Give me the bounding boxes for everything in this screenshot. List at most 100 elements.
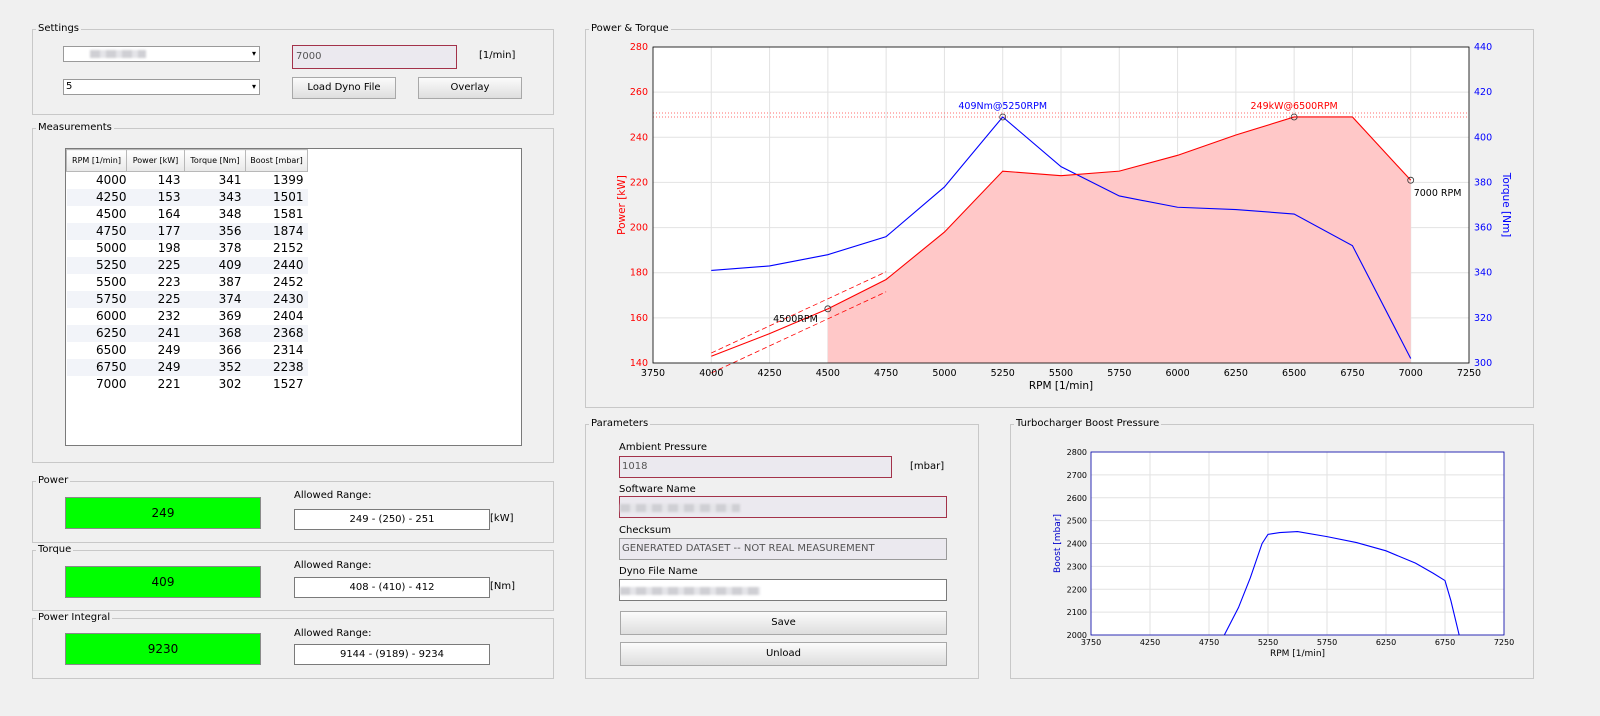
- y2-tick-label: 400: [1474, 132, 1492, 143]
- mode-combo[interactable]: 5 ▾: [63, 79, 260, 95]
- annotation-label: 4500RPM: [773, 314, 818, 325]
- cell-rpm: 6750: [66, 358, 127, 376]
- power-torque-title: Power & Torque: [589, 22, 671, 36]
- overlay-button[interactable]: Overlay: [418, 77, 522, 99]
- cell-boost: 2314: [245, 341, 308, 359]
- y-tick-label: 240: [630, 132, 648, 143]
- save-button[interactable]: Save: [620, 611, 947, 635]
- x-axis-label: RPM [1/min]: [1270, 649, 1325, 659]
- cell-power: 249: [126, 341, 185, 359]
- y-axis-label: Power [kW]: [616, 175, 628, 235]
- table-row[interactable]: 6750 249 352 2238: [66, 358, 308, 376]
- cell-boost: 1527: [245, 375, 308, 393]
- table-row[interactable]: 5000 198 378 2152: [66, 239, 308, 257]
- software-name-label: Software Name: [619, 484, 696, 495]
- rpm-unit: [1/min]: [479, 50, 516, 61]
- software-name-input[interactable]: [619, 496, 947, 518]
- cell-power: 221: [126, 375, 185, 393]
- x-tick-label: 5500: [1049, 368, 1073, 379]
- power-panel: Power 249 Allowed Range: 249 - (250) - 2…: [32, 474, 554, 543]
- column-header-torque[interactable]: Torque [Nm]: [184, 149, 246, 172]
- table-row[interactable]: 4750 177 356 1874: [66, 222, 308, 240]
- power-integral-range-label: Allowed Range:: [294, 628, 372, 639]
- table-row[interactable]: 4000 143 341 1399: [66, 171, 308, 189]
- ambient-pressure-label: Ambient Pressure: [619, 442, 707, 453]
- checksum-input[interactable]: GENERATED DATASET -- NOT REAL MEASUREMEN…: [619, 538, 947, 560]
- boost-line: [1223, 531, 1460, 636]
- table-row[interactable]: 4250 153 343 1501: [66, 188, 308, 206]
- cell-torque: 409: [184, 256, 246, 274]
- cell-torque: 374: [184, 290, 246, 308]
- dyno-file-name-input[interactable]: [619, 579, 947, 601]
- cell-rpm: 6500: [66, 341, 127, 359]
- table-row[interactable]: 5750 225 374 2430: [66, 290, 308, 308]
- cell-rpm: 5500: [66, 273, 127, 291]
- chevron-down-icon: ▾: [251, 49, 256, 58]
- y2-tick-label: 420: [1474, 87, 1492, 98]
- power-integral-status-value: 9230: [65, 633, 261, 665]
- ambient-pressure-input[interactable]: 1018: [619, 456, 892, 478]
- table-row[interactable]: 5250 225 409 2440: [66, 256, 308, 274]
- x-tick-label: 7250: [1457, 368, 1481, 379]
- power-status-value: 249: [65, 497, 261, 529]
- dyno-file-name-label: Dyno File Name: [619, 566, 698, 577]
- cell-boost: 2440: [245, 256, 308, 274]
- y2-tick-label: 380: [1474, 177, 1492, 188]
- power-integral-panel: Power Integral 9230 Allowed Range: 9144 …: [32, 611, 554, 679]
- annotation-marker: [824, 305, 832, 313]
- annotation-marker: [1290, 113, 1298, 121]
- cell-power: 225: [126, 290, 185, 308]
- y-tick-label: 2100: [1067, 608, 1087, 617]
- y2-tick-label: 340: [1474, 268, 1492, 279]
- column-header-power[interactable]: Power [kW]: [126, 149, 185, 172]
- table-row[interactable]: 6000 232 369 2404: [66, 307, 308, 325]
- cell-boost: 2152: [245, 239, 308, 257]
- column-header-rpm[interactable]: RPM [1/min]: [66, 149, 127, 172]
- load-dyno-file-button[interactable]: Load Dyno File: [292, 77, 396, 99]
- annotation-marker: [999, 113, 1007, 121]
- x-tick-label: 5250: [991, 368, 1015, 379]
- x-tick-label: 5750: [1317, 638, 1337, 647]
- device-combo[interactable]: ▾: [63, 46, 260, 62]
- table-row[interactable]: 6500 249 366 2314: [66, 341, 308, 359]
- column-header-boost[interactable]: Boost [mbar]: [245, 149, 308, 172]
- torque-range-value: 408 - (410) - 412: [294, 577, 490, 598]
- y-tick-label: 2300: [1067, 562, 1087, 571]
- measurements-table[interactable]: RPM [1/min] Power [kW] Torque [Nm] Boost…: [65, 148, 522, 446]
- cell-torque: 366: [184, 341, 246, 359]
- cell-power: 223: [126, 273, 185, 291]
- measurements-title: Measurements: [36, 121, 114, 135]
- x-tick-label: 5750: [1107, 368, 1131, 379]
- x-tick-label: 5000: [932, 368, 956, 379]
- y-tick-label: 2800: [1067, 448, 1087, 457]
- y-tick-label: 200: [630, 223, 648, 234]
- table-row[interactable]: 5500 223 387 2452: [66, 273, 308, 291]
- table-row[interactable]: 6250 241 368 2368: [66, 324, 308, 342]
- y-tick-label: 2600: [1067, 494, 1087, 503]
- x-tick-label: 4750: [1199, 638, 1219, 647]
- y2-axis-label: Torque [Nm]: [1500, 172, 1512, 238]
- cell-rpm: 4500: [66, 205, 127, 223]
- rpm-input[interactable]: 7000: [292, 45, 457, 69]
- y-axis-label: Boost [mbar]: [1053, 514, 1063, 573]
- cell-torque: 368: [184, 324, 246, 342]
- unload-button[interactable]: Unload: [620, 642, 947, 666]
- x-tick-label: 6000: [1165, 368, 1189, 379]
- x-tick-label: 5250: [1258, 638, 1278, 647]
- table-row[interactable]: 7000 221 302 1527: [66, 375, 308, 393]
- table-row[interactable]: 4500 164 348 1581: [66, 205, 308, 223]
- x-tick-label: 4500: [816, 368, 840, 379]
- blurred-text: [620, 504, 740, 512]
- x-axis-label: RPM [1/min]: [1029, 380, 1093, 392]
- parameters-panel: Parameters Ambient Pressure 1018 [mbar] …: [585, 417, 979, 679]
- cell-boost: 2368: [245, 324, 308, 342]
- torque-range-label: Allowed Range:: [294, 560, 372, 571]
- torque-panel: Torque 409 Allowed Range: 408 - (410) - …: [32, 543, 554, 611]
- settings-panel: Settings ▾ 5 ▾ 7000 [1/min] Load Dyno Fi…: [32, 22, 554, 115]
- x-tick-label: 3750: [641, 368, 665, 379]
- power-integral-title: Power Integral: [36, 611, 113, 625]
- x-tick-label: 6250: [1376, 638, 1396, 647]
- blurred-text: [90, 50, 146, 58]
- cell-torque: 343: [184, 188, 246, 206]
- annotation-label: 249kW@6500RPM: [1251, 101, 1338, 112]
